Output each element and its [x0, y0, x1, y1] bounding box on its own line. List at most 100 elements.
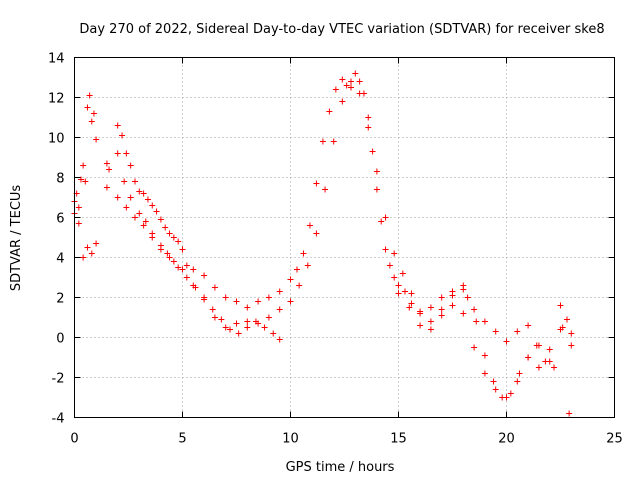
data-point: [82, 178, 89, 185]
y-tick-label: 2: [56, 292, 64, 307]
data-point: [201, 294, 208, 301]
data-point: [326, 108, 333, 115]
data-point: [306, 222, 313, 229]
data-point: [382, 214, 389, 221]
data-point: [557, 302, 564, 309]
data-point: [136, 188, 143, 195]
data-point: [119, 132, 126, 139]
data-point: [90, 110, 97, 117]
data-point: [427, 304, 434, 311]
data-point: [313, 180, 320, 187]
data-point: [568, 330, 575, 337]
data-point: [347, 84, 354, 91]
data-point: [114, 150, 121, 157]
y-tick-label: -2: [52, 372, 65, 387]
data-point: [84, 104, 91, 111]
data-point: [406, 304, 413, 311]
data-point: [382, 246, 389, 253]
data-point: [84, 244, 91, 251]
data-point: [332, 86, 339, 93]
data-point: [88, 118, 95, 125]
data-point: [427, 318, 434, 325]
data-point: [190, 266, 197, 273]
data-point: [514, 378, 521, 385]
data-point: [481, 370, 488, 377]
data-point: [399, 270, 406, 277]
data-point: [417, 310, 424, 317]
data-point: [276, 306, 283, 313]
data-point: [222, 324, 229, 331]
data-point: [209, 306, 216, 313]
data-point: [514, 328, 521, 335]
data-point: [227, 326, 234, 333]
data-point: [339, 76, 346, 83]
data-point: [356, 78, 363, 85]
data-point: [481, 318, 488, 325]
data-point: [153, 208, 160, 215]
data-point: [449, 292, 456, 299]
data-points: [71, 70, 575, 417]
data-point: [369, 148, 376, 155]
data-point: [157, 246, 164, 253]
data-point: [233, 298, 240, 305]
data-point: [516, 370, 523, 377]
data-point: [103, 160, 110, 167]
data-point: [481, 352, 488, 359]
data-point: [313, 230, 320, 237]
data-point: [401, 288, 408, 295]
data-point: [265, 314, 272, 321]
data-point: [127, 194, 134, 201]
data-point: [276, 288, 283, 295]
data-point: [492, 328, 499, 335]
x-tick-label: 10: [282, 432, 299, 447]
data-point: [244, 318, 251, 325]
data-point: [106, 166, 113, 173]
data-point: [471, 344, 478, 351]
data-point: [140, 190, 147, 197]
data-point: [80, 162, 87, 169]
axis-ticks: 0 5 10 15 20 25 -4 -2 0 2 4 6 8 10 12 14: [48, 52, 623, 447]
data-point: [352, 70, 359, 77]
data-point: [80, 254, 87, 261]
data-point: [175, 264, 182, 271]
data-point: [395, 290, 402, 297]
chart-title: Day 270 of 2022, Sidereal Day-to-day VTE…: [79, 22, 604, 37]
data-point: [373, 186, 380, 193]
data-point: [343, 82, 350, 89]
data-point: [276, 336, 283, 343]
data-point: [373, 168, 380, 175]
data-point: [427, 326, 434, 333]
data-point: [170, 258, 177, 265]
data-point: [252, 318, 259, 325]
data-point: [183, 274, 190, 281]
x-tick-label: 0: [70, 432, 78, 447]
data-point: [395, 282, 402, 289]
data-point: [75, 220, 82, 227]
data-point: [408, 290, 415, 297]
grid: [74, 57, 615, 418]
y-tick-label: 0: [56, 332, 64, 347]
data-point: [261, 324, 268, 331]
data-point: [131, 214, 138, 221]
data-point: [300, 250, 307, 257]
data-point: [525, 322, 532, 329]
data-point: [127, 162, 134, 169]
data-point: [568, 342, 575, 349]
data-point: [77, 176, 84, 183]
data-point: [123, 204, 130, 211]
data-point: [347, 78, 354, 85]
data-point: [164, 250, 171, 257]
data-point: [304, 262, 311, 269]
data-point: [121, 178, 128, 185]
data-point: [507, 390, 514, 397]
data-point: [319, 138, 326, 145]
data-point: [566, 410, 573, 417]
y-tick-label: 12: [48, 92, 65, 107]
data-point: [166, 254, 173, 261]
data-point: [183, 262, 190, 269]
data-point: [356, 90, 363, 97]
data-point: [157, 216, 164, 223]
data-point: [551, 364, 558, 371]
data-point: [179, 266, 186, 273]
data-point: [244, 304, 251, 311]
